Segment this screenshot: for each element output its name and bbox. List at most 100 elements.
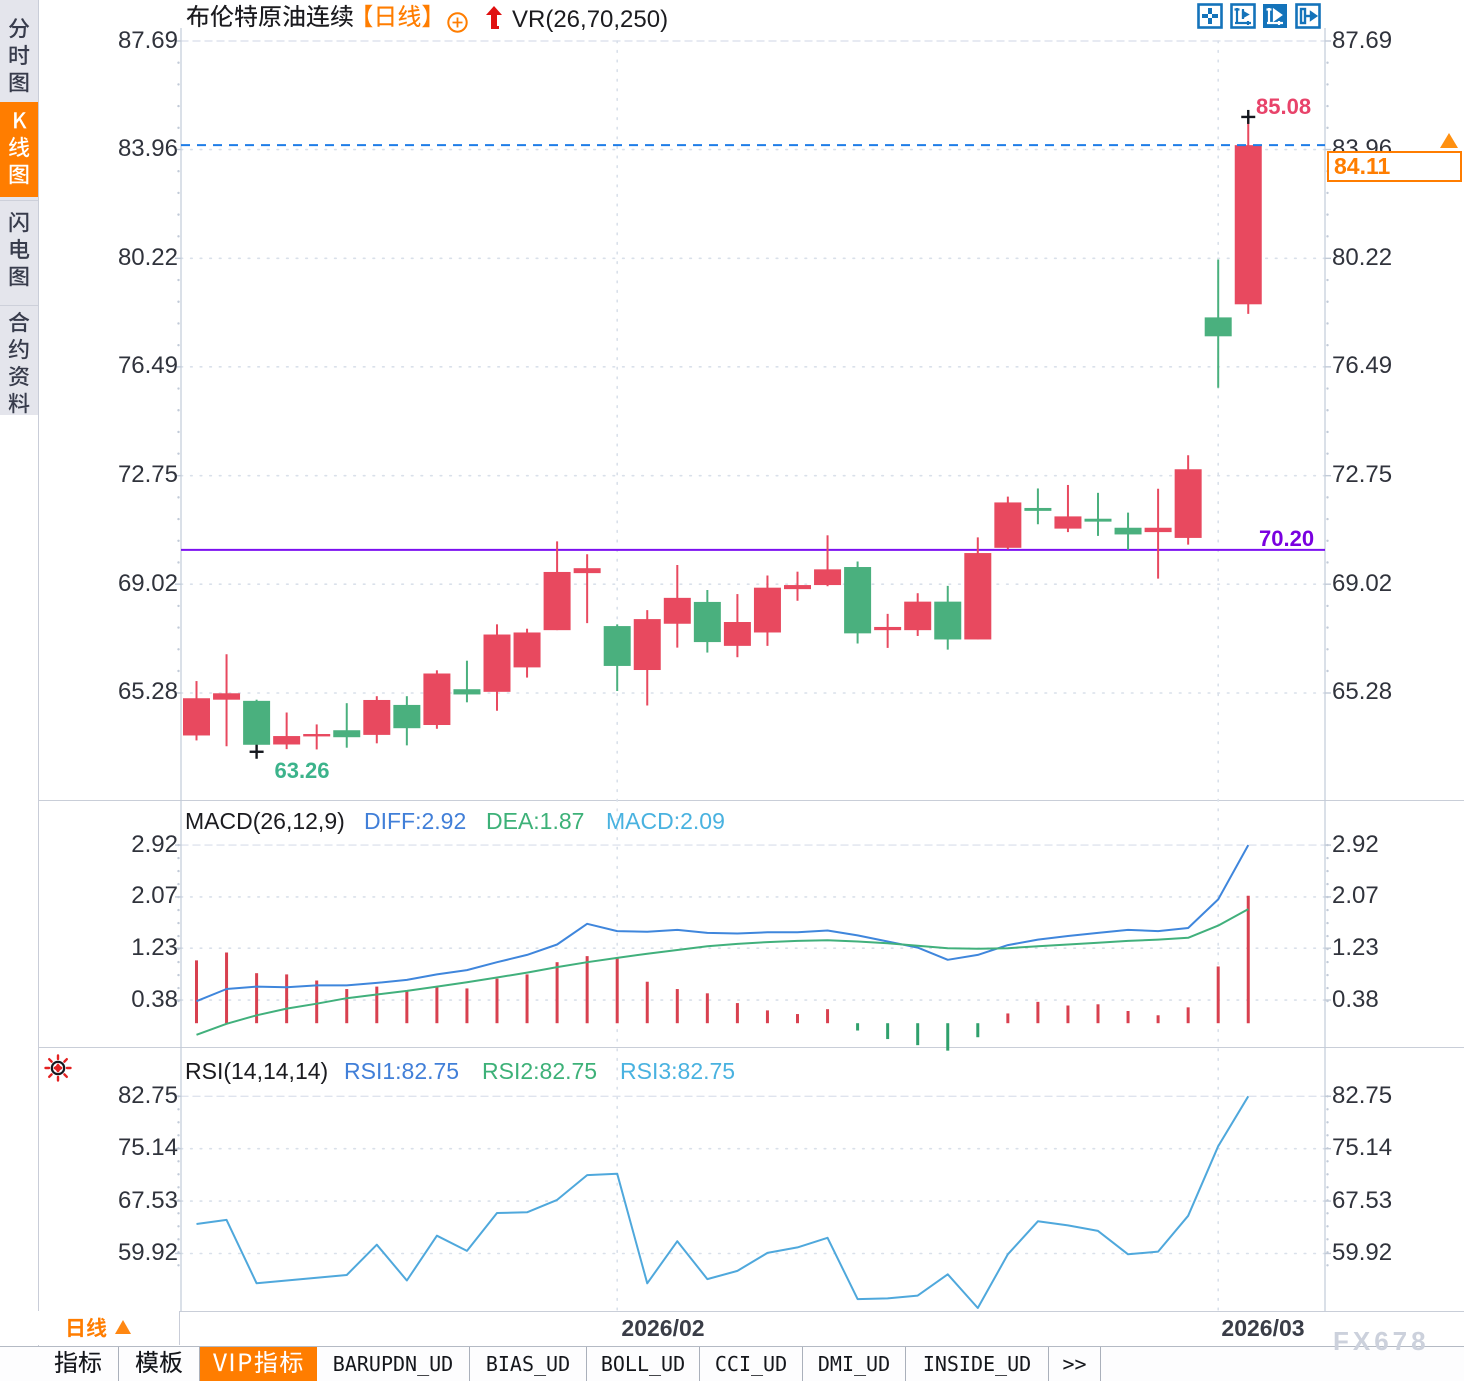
y-axis-label-right: 72.75: [1332, 461, 1393, 489]
last-price-box: 84.11: [1327, 151, 1462, 182]
y-axis-label-left: 2.92: [131, 830, 178, 858]
sidebar-separator: [0, 305, 38, 306]
y-axis-label-right: 87.69: [1332, 26, 1393, 54]
grid-and-axes: [175, 28, 1331, 1313]
y-axis-label-right: 82.75: [1332, 1081, 1393, 1109]
crosshair-icon[interactable]: [1197, 3, 1223, 29]
y-axis-label-left: 0.38: [131, 985, 178, 1013]
sidebar-glyph: [8, 338, 30, 364]
y-axis-label-right: 59.92: [1332, 1239, 1393, 1266]
y-axis-label-right: 80.22: [1332, 243, 1393, 271]
chart-toolbar: [1197, 3, 1327, 31]
candlestick-series[interactable]: [183, 116, 1262, 752]
y-axis-label-left: 59.92: [117, 1239, 178, 1266]
sidebar-glyph: [8, 211, 30, 237]
y-axis-label-left: 69.02: [117, 569, 178, 597]
watermark: FX678: [1333, 1326, 1430, 1356]
timeframe-dropdown-triangle-icon: [115, 1320, 131, 1334]
sidebar-glyph: [8, 163, 30, 189]
tab-moban[interactable]: [119, 1347, 200, 1381]
rsi-line: [196, 1095, 1250, 1309]
y-axis-label-left: 75.14: [117, 1134, 178, 1162]
y-axis-label-right: 76.49: [1332, 352, 1393, 380]
instrument-title: [186, 4, 354, 32]
macd-title: MACD(26,12,9): [185, 808, 345, 834]
timeframe-label: [65, 1317, 107, 1341]
sidebar-glyph: [8, 136, 30, 162]
add-indicator-icon[interactable]: [446, 11, 469, 34]
y-axis-label-right: 75.14: [1332, 1134, 1393, 1162]
axis_zoom-icon[interactable]: [1229, 3, 1256, 29]
macd-diff-value: DIFF:2.92: [364, 808, 467, 834]
y-axis-label-left: 82.75: [117, 1081, 178, 1109]
sidebar-glyph: [8, 311, 30, 337]
x-axis-date-feb: 2026/02: [621, 1315, 705, 1341]
y-axis-label-right: 0.38: [1332, 985, 1379, 1013]
tab-dmi-ud[interactable]: DMI_UD: [803, 1347, 906, 1381]
high-price-label: 85.08: [1256, 94, 1312, 119]
macd-dea-line: [196, 908, 1249, 1036]
y-axis-label-right: 1.23: [1332, 933, 1379, 961]
sidebar-item-flash-chart[interactable]: [0, 204, 38, 302]
y-axis-label-left: 80.22: [117, 243, 178, 271]
sidebar-item-time-chart[interactable]: [0, 3, 38, 100]
rsi3-value: RSI3:82.75: [620, 1058, 736, 1084]
rsi-title: RSI(14,14,14): [185, 1058, 329, 1084]
y-axis-label-left: 67.53: [117, 1186, 178, 1214]
rsi1-value: RSI1:82.75: [344, 1058, 460, 1084]
y-axis-label-left: 72.75: [117, 461, 178, 489]
tab-more[interactable]: >>: [1049, 1347, 1101, 1381]
sidebar-glyph: [8, 17, 30, 43]
y-axis-label-right: 65.28: [1332, 678, 1393, 706]
y-axis-label-right: 67.53: [1332, 1186, 1393, 1214]
price-up-triangle-icon: [1440, 133, 1458, 148]
y-axis-label-right: 2.92: [1332, 830, 1379, 858]
panel-separators: [38, 800, 1464, 1312]
tab-vip-zhibiao[interactable]: [200, 1347, 317, 1381]
sidebar-item-kline-chart[interactable]: [0, 102, 38, 197]
sidebar-separator: [0, 200, 38, 201]
indicator-vr-label[interactable]: VR(26,70,250): [512, 6, 669, 33]
timeframe-button[interactable]: [38, 1311, 180, 1345]
macd-histogram: [195, 895, 1250, 1051]
indicator-settings-sun-icon[interactable]: [44, 1054, 72, 1082]
y-axis-label-left: 2.07: [131, 882, 178, 910]
sidebar-border: [38, 0, 39, 1380]
tab-boll-ud[interactable]: BOLL_UD: [587, 1347, 700, 1381]
pan_right-icon[interactable]: [1294, 3, 1321, 29]
sidebar-glyph: [12, 109, 34, 135]
sidebar-glyph: [8, 392, 30, 418]
tab-bias-ud[interactable]: BIAS_UD: [470, 1347, 587, 1381]
y-axis-label-right: 2.07: [1332, 882, 1379, 910]
high-low-cross-markers: [249, 109, 1256, 759]
y-axis-label-left: 87.69: [117, 26, 178, 54]
y-axis-label-left: 65.28: [117, 678, 178, 706]
sidebar-item-contract-info[interactable]: [0, 305, 38, 415]
sidebar-glyph: [8, 71, 30, 97]
sidebar-glyph: [8, 265, 30, 291]
tab-zhibiao[interactable]: [38, 1347, 119, 1381]
chart-canvas[interactable]: [0, 0, 1464, 1346]
tab-barupdn-ud[interactable]: BARUPDN_UD: [317, 1347, 470, 1381]
sidebar-glyph: [8, 238, 30, 264]
macd-dea-value: DEA:1.87: [486, 808, 585, 834]
sidebar-glyph: [8, 44, 30, 70]
y-axis-label-left: 83.96: [117, 135, 178, 163]
macd-macd-value: MACD:2.09: [606, 808, 725, 834]
last-price-value: 84.11: [1334, 153, 1391, 179]
sidebar-glyph: [8, 365, 30, 391]
price-up-arrow-icon: [482, 5, 506, 31]
hline-price-label: 70.20: [1259, 526, 1315, 551]
tab-cci-ud[interactable]: CCI_UD: [700, 1347, 803, 1381]
indicator-tabbar: BARUPDN_UD BIAS_UD BOLL_UD CCI_UD DMI_UD INSI…: [0, 1346, 1464, 1381]
x-axis-date-mar: 2026/03: [1221, 1315, 1305, 1341]
axis_play-icon[interactable]: [1262, 3, 1288, 29]
macd-diff-line: [196, 844, 1250, 1003]
tab-inside-ud[interactable]: INSIDE_UD: [906, 1347, 1049, 1381]
rsi2-value: RSI2:82.75: [482, 1058, 598, 1084]
y-axis-label-right: 69.02: [1332, 569, 1393, 597]
y-axis-label-left: 76.49: [117, 352, 178, 380]
y-axis-label-left: 1.23: [131, 933, 178, 961]
low-price-label: 63.26: [274, 758, 330, 783]
period-label: [358, 4, 437, 32]
